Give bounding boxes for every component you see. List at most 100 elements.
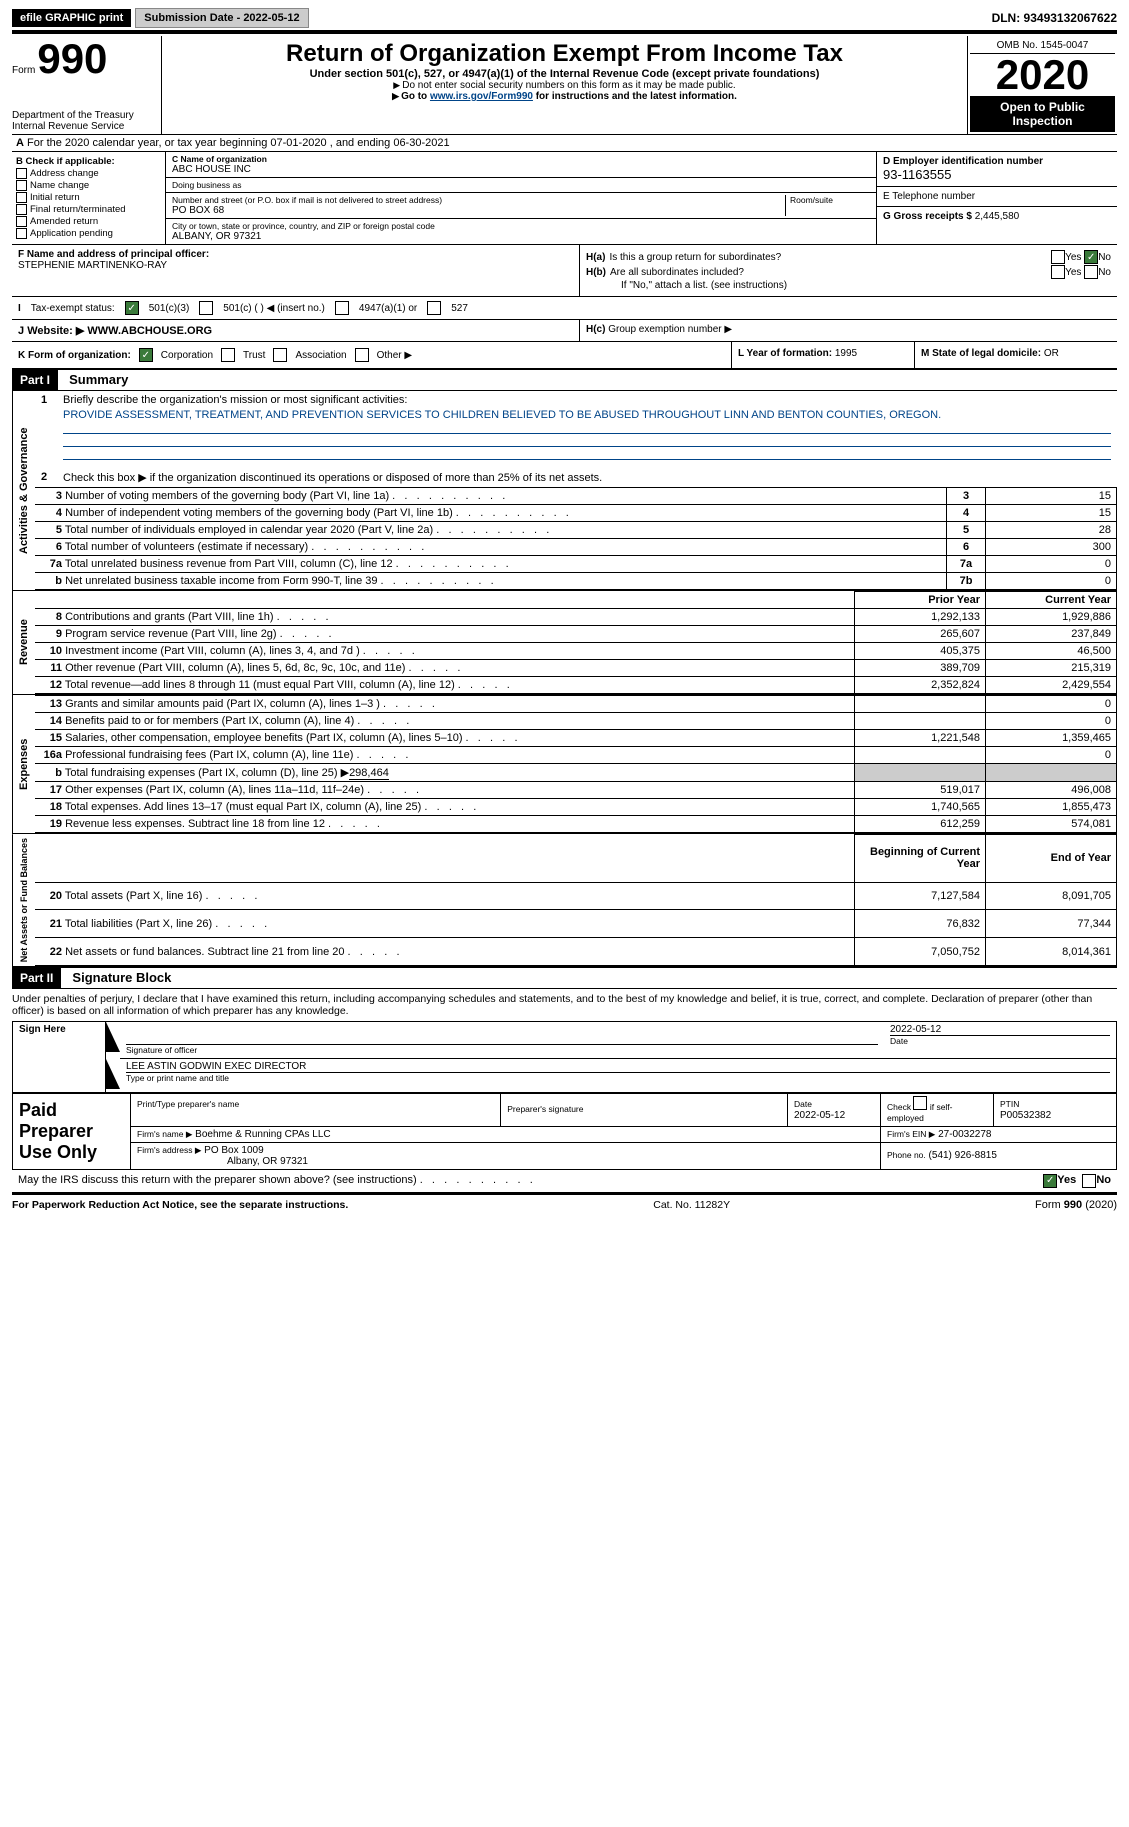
rev-curr: 237,849	[986, 626, 1117, 643]
rev-prior: 405,375	[855, 643, 986, 660]
efile-badge: efile GRAPHIC print	[12, 9, 131, 27]
check-501c[interactable]	[199, 301, 213, 315]
q1-num: 1	[41, 394, 63, 406]
gov-tab: Activities & Governance	[12, 391, 35, 590]
ha-no-check[interactable]: ✓	[1084, 250, 1098, 264]
net-beg: 76,832	[855, 910, 986, 938]
rev-table: Prior Year Current Year 8 Contributions …	[35, 591, 1117, 694]
ptin-val: P00532382	[1000, 1110, 1051, 1121]
check-other[interactable]	[355, 348, 369, 362]
row-j: J Website: ▶ WWW.ABCHOUSE.ORG	[12, 320, 580, 341]
ha-yes-check[interactable]	[1051, 250, 1065, 264]
net-table: Beginning of Current Year End of Year 20…	[35, 834, 1117, 966]
part2-hdr-row: Part II Signature Block	[12, 968, 1117, 989]
i-lbl: Tax-exempt status:	[31, 303, 115, 314]
firm-phone: (541) 926-8815	[929, 1150, 997, 1161]
rev-row: 10 Investment income (Part VIII, column …	[35, 643, 855, 660]
exp-curr: 0	[986, 696, 1117, 713]
net-beg: 7,127,584	[855, 882, 986, 910]
lbl-initial: Initial return	[30, 192, 80, 203]
ein-lbl: D Employer identification number	[883, 156, 1043, 167]
rev-curr: 46,500	[986, 643, 1117, 660]
exp-b-gray1	[855, 764, 986, 782]
exp-b-t: Total fundraising expenses (Part IX, col…	[65, 767, 349, 779]
check-app[interactable]	[16, 228, 27, 239]
rule2	[63, 434, 1111, 447]
paid-left: Paid Preparer Use Only	[13, 1093, 131, 1169]
box-c: C Name of organization ABC HOUSE INC Doi…	[166, 152, 877, 244]
prep-sig-lbl: Preparer's signature	[507, 1104, 583, 1114]
col-m: M State of legal domicile: OR	[914, 342, 1117, 368]
check-initial[interactable]	[16, 192, 27, 203]
check-final[interactable]	[16, 204, 27, 215]
gov-val: 28	[986, 522, 1117, 539]
box-f: F Name and address of principal officer:…	[12, 245, 580, 296]
rev-row: 12 Total revenue—add lines 8 through 11 …	[35, 677, 855, 694]
exp-prior: 1,221,548	[855, 730, 986, 747]
gov-row: b Net unrelated business taxable income …	[35, 573, 947, 590]
exp-curr: 0	[986, 747, 1117, 764]
check-name[interactable]	[16, 180, 27, 191]
officer-printed: LEE ASTIN GODWIN EXEC DIRECTOR	[126, 1061, 1110, 1073]
firm-name-lbl: Firm's name ▶	[137, 1129, 192, 1139]
gov-row: 4 Number of independent voting members o…	[35, 505, 947, 522]
hc-lbl: H(c)	[586, 324, 605, 335]
l-val: 1995	[835, 348, 857, 359]
part1-hdr-row: Part I Summary	[12, 370, 1117, 391]
net-beg: 7,050,752	[855, 938, 986, 966]
gov-table: 3 Number of voting members of the govern…	[35, 487, 1117, 590]
c-name-lbl: C Name of organization	[172, 154, 267, 164]
form-number: 990	[37, 38, 107, 80]
check-corp[interactable]: ✓	[139, 348, 153, 362]
check-addr[interactable]	[16, 168, 27, 179]
arrow-icon2	[106, 1059, 120, 1089]
submission-date[interactable]: Submission Date - 2022-05-12	[135, 8, 308, 28]
sig-date: 2022-05-12	[890, 1024, 1110, 1036]
header-right: OMB No. 1545-0047 2020 Open to Public In…	[967, 36, 1117, 134]
check-527[interactable]	[427, 301, 441, 315]
exp-prior	[855, 696, 986, 713]
footer-l: For Paperwork Reduction Act Notice, see …	[12, 1199, 348, 1211]
check-amended[interactable]	[16, 216, 27, 227]
net-section: Net Assets or Fund Balances Beginning of…	[12, 834, 1117, 968]
rev-prior: 2,352,824	[855, 677, 986, 694]
rev-prior: 389,709	[855, 660, 986, 677]
check-assoc[interactable]	[273, 348, 287, 362]
part1-title: Summary	[61, 369, 136, 390]
col-k: K Form of organization: ✓Corporation Tru…	[12, 342, 731, 368]
irs-link[interactable]: www.irs.gov/Form990	[430, 91, 533, 102]
net-end: 8,091,705	[986, 882, 1117, 910]
discuss-row: May the IRS discuss this return with the…	[12, 1170, 1117, 1193]
check-self[interactable]	[913, 1096, 927, 1110]
block-bcd: B Check if applicable: Address change Na…	[12, 152, 1117, 245]
q2-num: 2	[41, 471, 63, 484]
check-trust[interactable]	[221, 348, 235, 362]
lbl-corp: Corporation	[161, 350, 213, 361]
exp-row2: 17 Other expenses (Part IX, column (A), …	[35, 782, 855, 799]
discuss-yes-check[interactable]: ✓	[1043, 1174, 1057, 1188]
gov-val: 15	[986, 505, 1117, 522]
hb-no-check[interactable]	[1084, 265, 1098, 279]
exp-curr: 1,359,465	[986, 730, 1117, 747]
rule3	[63, 447, 1111, 460]
header-left: Form 990 Department of the Treasury Inte…	[12, 36, 162, 134]
hb-yes-check[interactable]	[1051, 265, 1065, 279]
exp-b-gray2	[986, 764, 1117, 782]
exp-curr: 0	[986, 713, 1117, 730]
note-goto-b: for instructions and the latest informat…	[533, 91, 737, 102]
gov-box: 6	[947, 539, 986, 556]
hdr-curr: Current Year	[986, 592, 1117, 609]
check-4947[interactable]	[335, 301, 349, 315]
form-subtitle: Under section 501(c), 527, or 4947(a)(1)…	[166, 68, 963, 80]
rev-curr: 1,929,886	[986, 609, 1117, 626]
discuss-no-check[interactable]	[1082, 1174, 1096, 1188]
box-b: B Check if applicable: Address change Na…	[12, 152, 166, 244]
date-lbl: Date	[890, 1036, 908, 1046]
check-501c3[interactable]: ✓	[125, 301, 139, 315]
net-end: 77,344	[986, 910, 1117, 938]
rev-row: 11 Other revenue (Part VIII, column (A),…	[35, 660, 855, 677]
exp-curr2: 496,008	[986, 782, 1117, 799]
hb-no: No	[1098, 267, 1111, 278]
rev-tab: Revenue	[12, 591, 35, 694]
rev-prior: 1,292,133	[855, 609, 986, 626]
